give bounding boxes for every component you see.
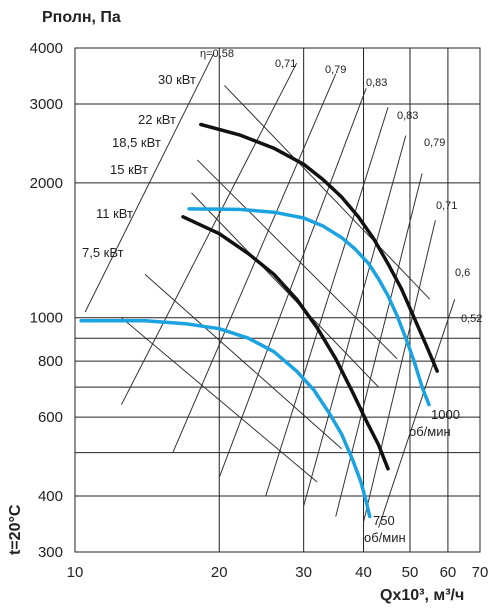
series-line <box>199 122 439 373</box>
power-line <box>224 85 431 300</box>
chart-labels: η=0,58 0,71 0,79 0,83 0,83 0,79 0,71 0,6 0,52 30 … <box>82 48 482 545</box>
efficiency-line <box>363 220 436 523</box>
power-line <box>121 317 318 483</box>
y-tick-label: 400 <box>38 488 63 505</box>
efficiency-lines <box>84 52 456 528</box>
power-line <box>196 159 398 360</box>
power-label: 30 кВт <box>158 72 196 87</box>
y-tick-label: 4000 <box>30 40 63 57</box>
x-tick-label: 20 <box>211 564 228 581</box>
speed-label-unit: об/мин <box>409 424 451 439</box>
series-line <box>79 318 372 519</box>
power-lines <box>121 85 431 483</box>
power-label: 18,5 кВт <box>112 135 161 150</box>
efficiency-line <box>84 52 215 313</box>
efficiency-line <box>335 173 423 517</box>
efficiency-label: 0,71 <box>436 200 457 212</box>
efficiency-label: η=0,58 <box>200 48 234 60</box>
y-tick-label: 2000 <box>30 175 63 192</box>
y-tick-label: 600 <box>38 409 63 426</box>
efficiency-label: 0,71 <box>275 58 296 70</box>
efficiency-label: 0,6 <box>455 267 470 279</box>
x-tick-label: 60 <box>440 564 457 581</box>
speed-label-value: 1000 <box>431 407 460 422</box>
x-tick-label: 40 <box>355 564 372 581</box>
power-line <box>144 273 342 450</box>
series-line <box>187 207 431 407</box>
x-axis-title: Qx10³, м³/ч <box>380 587 464 604</box>
efficiency-label: 0,83 <box>366 77 387 89</box>
speed-label-unit: об/мин <box>364 530 406 545</box>
efficiency-line <box>218 88 367 478</box>
y-tick-label: 1000 <box>30 310 63 327</box>
power-label: 7,5 кВт <box>82 245 124 260</box>
fan-curves <box>79 122 439 519</box>
x-tick-label: 50 <box>402 564 419 581</box>
x-tick-label: 30 <box>295 564 312 581</box>
efficiency-label: 0,79 <box>325 64 346 76</box>
efficiency-line <box>172 73 337 453</box>
efficiency-label: 0,83 <box>397 110 418 122</box>
series-line <box>181 215 390 471</box>
plot-frame <box>74 47 481 553</box>
efficiency-label: 0,79 <box>424 137 445 149</box>
temperature-label: t=20°C <box>7 504 24 555</box>
efficiency-line <box>303 135 407 507</box>
speed-label-value: 750 <box>373 513 395 528</box>
efficiency-line <box>120 62 298 405</box>
y-tick-label: 300 <box>38 544 63 561</box>
x-tick-label: 10 <box>67 564 84 581</box>
y-tick-label: 3000 <box>30 96 63 113</box>
power-label: 11 кВт <box>96 206 133 221</box>
efficiency-label: 0,52 <box>461 313 482 325</box>
efficiency-line <box>378 299 456 528</box>
efficiency-line <box>265 107 389 497</box>
power-label: 22 кВт <box>138 112 176 127</box>
power-line <box>191 192 379 388</box>
y-axis-title: Pполн, Па <box>42 9 121 26</box>
x-tick-label: 70 <box>472 564 489 581</box>
y-tick-label: 800 <box>38 353 63 370</box>
power-label: 15 кВт <box>110 162 148 177</box>
grid: 10 20 30 40 50 60 70 300 400 600 800 1000 2000 3000 40… <box>30 40 489 581</box>
